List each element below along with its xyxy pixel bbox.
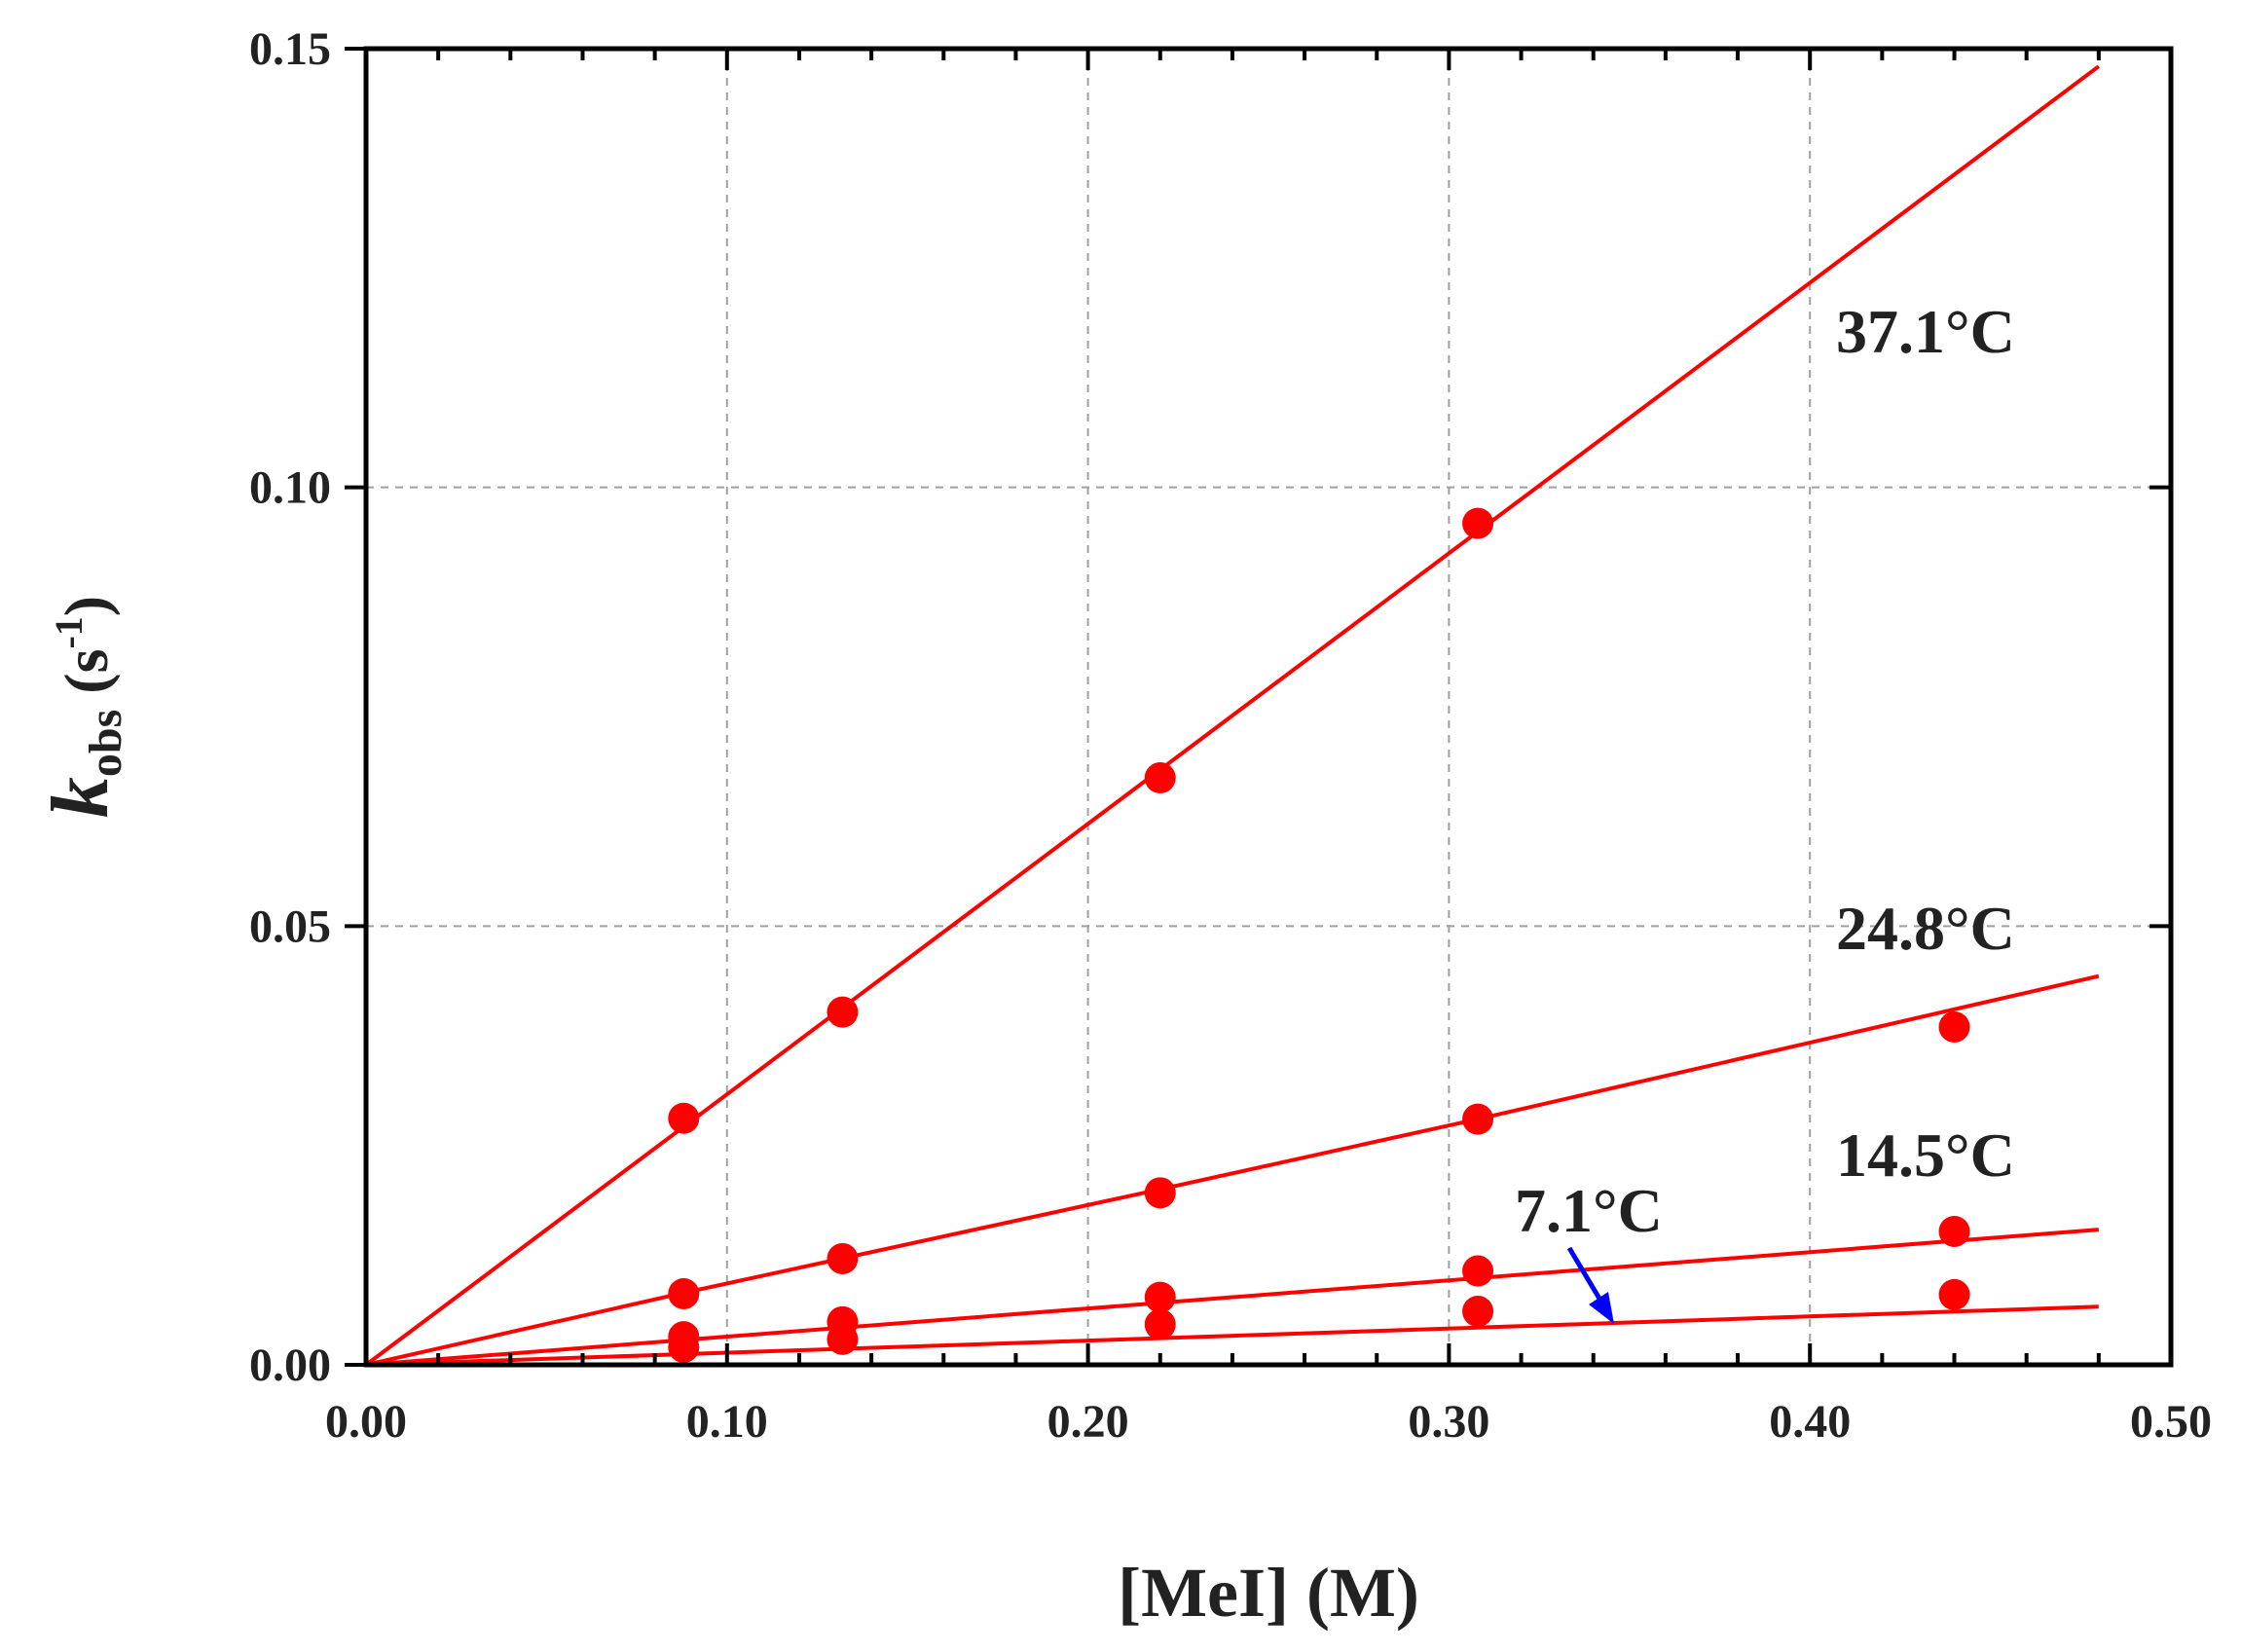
data-point-series-2-2	[1144, 1281, 1176, 1313]
data-point-series-0-0	[668, 1102, 700, 1134]
data-point-series-3-4	[1938, 1278, 1970, 1310]
fit-line-series-0	[364, 64, 2100, 1367]
data-point-series-0-3	[1462, 507, 1494, 539]
data-points	[668, 507, 1970, 1363]
x-axis-title: [MeI] (M)	[1118, 1554, 1419, 1632]
data-point-series-3-2	[1144, 1308, 1176, 1340]
data-point-series-3-3	[1462, 1296, 1494, 1328]
data-point-series-3-0	[668, 1331, 700, 1363]
y-axis-unit-close: )	[52, 596, 121, 616]
x-tick-label-0: 0.00	[325, 1396, 407, 1448]
series-label-37-1c: 37.1°C	[1836, 297, 2015, 366]
y-axis-subscript: obs	[80, 710, 131, 777]
y-tick-label-1: 0.05	[249, 900, 331, 952]
tick-labels: 0.00 0.10 0.20 0.30 0.40 0.50 0.00 0.05 0.10 0.15	[249, 23, 2212, 1448]
y-axis-symbol: k	[35, 777, 126, 818]
arrow-head	[1589, 1292, 1614, 1324]
plot-frame	[363, 46, 2174, 1368]
y-axis-title: kobs (s-1)	[35, 596, 131, 818]
y-axis-unit-superscript: -1	[47, 616, 91, 648]
x-tick-label-5: 0.50	[2130, 1396, 2212, 1448]
x-tick-label-3: 0.30	[1408, 1396, 1489, 1448]
y-tick-label-2: 0.10	[249, 462, 331, 514]
y-tick-label-0: 0.00	[249, 1340, 331, 1391]
data-point-series-2-4	[1938, 1215, 1970, 1247]
x-tick-label-4: 0.40	[1769, 1396, 1851, 1448]
data-point-series-1-1	[827, 1242, 859, 1274]
arrow-shaft	[1566, 1246, 1602, 1301]
label-arrow-7-1c	[1566, 1246, 1614, 1324]
grid-lines	[366, 49, 2171, 1365]
y-tick-label-3: 0.15	[249, 23, 331, 75]
axes	[345, 46, 2174, 1368]
data-point-series-3-1	[827, 1323, 859, 1355]
x-tick-label-1: 0.10	[686, 1396, 768, 1448]
data-point-series-1-0	[668, 1277, 700, 1309]
y-axis-unit-open: (s	[52, 649, 121, 710]
series-label-7-1c: 7.1°C	[1515, 1176, 1663, 1245]
data-point-series-2-3	[1462, 1255, 1494, 1287]
series-label-14-5c: 14.5°C	[1836, 1120, 2015, 1190]
series-label-24-8c: 24.8°C	[1836, 894, 2015, 963]
data-point-series-0-1	[827, 996, 859, 1028]
data-point-series-1-2	[1144, 1177, 1176, 1209]
data-point-series-1-3	[1462, 1103, 1494, 1135]
data-point-series-0-2	[1144, 762, 1176, 794]
fit-line-series-2	[365, 1228, 2099, 1367]
x-tick-label-2: 0.20	[1047, 1396, 1129, 1448]
data-point-series-1-4	[1938, 1010, 1970, 1043]
